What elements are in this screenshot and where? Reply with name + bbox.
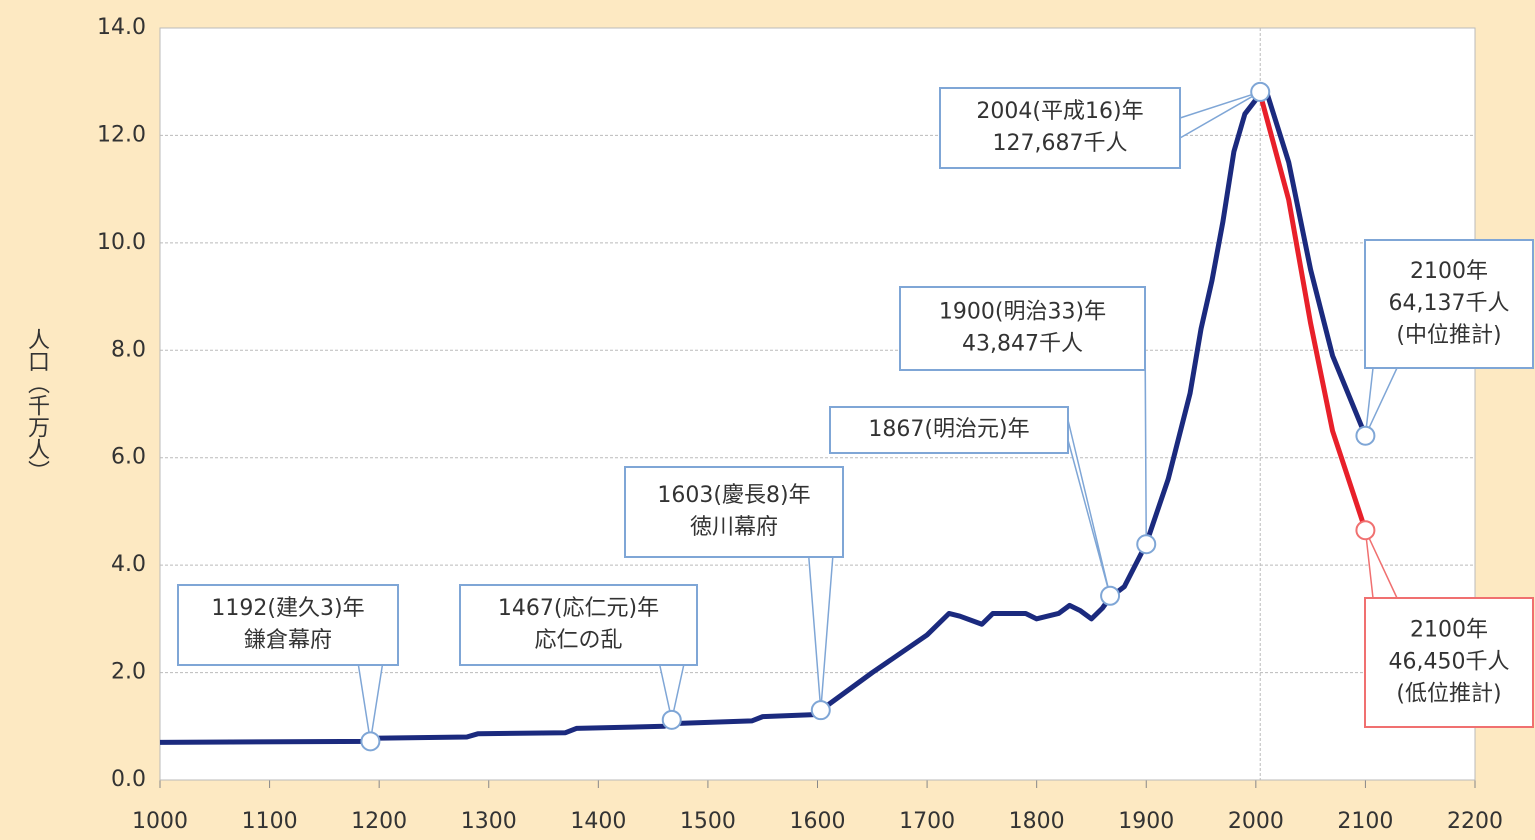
annotation-box <box>1364 597 1534 728</box>
annotation-text: 1900(明治33)年 <box>939 300 1106 325</box>
annotation-text: 2004(平成16)年 <box>976 99 1143 124</box>
annotation-marker <box>661 709 682 730</box>
annotation-marker <box>1355 425 1376 446</box>
annotation-marker <box>360 731 381 752</box>
annotation-text: 46,450千人 <box>1389 650 1510 675</box>
annotation-text: 1867(明治元)年 <box>868 417 1029 442</box>
annotation-text: 2100年 <box>1410 259 1488 284</box>
annotation-text: 127,687千人 <box>993 131 1128 156</box>
annotation-text: 43,847千人 <box>962 332 1083 357</box>
annotation-box <box>939 87 1181 169</box>
y-tick-label: 4.0 <box>111 552 146 577</box>
annotation-box <box>459 584 698 666</box>
plot-border <box>159 27 1476 781</box>
annotation-text: 徳川幕府 <box>690 515 778 540</box>
x-tick-label: 1500 <box>680 809 736 834</box>
y-tick-label: 2.0 <box>111 660 146 685</box>
x-tick-label: 2200 <box>1447 809 1503 834</box>
annotation-marker <box>1355 520 1376 541</box>
x-tick-label: 2000 <box>1228 809 1284 834</box>
annotation-box <box>624 466 844 558</box>
annotation-text: 1467(応仁元)年 <box>498 596 659 621</box>
y-tick-label: 8.0 <box>111 337 146 362</box>
series-line <box>159 89 1368 745</box>
y-axis-label: 人口（千万人） <box>24 328 50 482</box>
annotation-box <box>899 286 1146 371</box>
annotation-box <box>829 406 1069 454</box>
x-tick-label: 1000 <box>132 809 188 834</box>
annotation-marker <box>1100 585 1121 606</box>
y-tick-label: 12.0 <box>97 122 146 147</box>
annotation-box <box>1364 239 1534 369</box>
annotation-marker <box>1136 534 1157 555</box>
x-tick-label: 1200 <box>351 809 407 834</box>
y-tick-label: 14.0 <box>97 15 146 40</box>
y-tick-label: 10.0 <box>97 230 146 255</box>
x-tick-label: 1100 <box>242 809 298 834</box>
x-tick-label: 1400 <box>570 809 626 834</box>
x-tick-label: 1900 <box>1118 809 1174 834</box>
x-tick-label: 1800 <box>1009 809 1065 834</box>
annotation-box <box>177 584 399 666</box>
y-tick-label: 0.0 <box>111 767 146 792</box>
series-line <box>1257 93 1368 532</box>
x-tick-label: 1600 <box>790 809 846 834</box>
annotation-text: (中位推計) <box>1396 323 1501 348</box>
annotation-text: 2100年 <box>1410 618 1488 643</box>
x-tick-label: 2100 <box>1337 809 1393 834</box>
annotation-marker <box>810 700 831 721</box>
annotation-text: 1192(建久3)年 <box>211 596 364 621</box>
x-tick-label: 1700 <box>899 809 955 834</box>
annotation-text: 鎌倉幕府 <box>244 628 332 653</box>
annotation-marker <box>1250 81 1271 102</box>
annotation-text: 1603(慶長8)年 <box>657 483 810 508</box>
x-tick-label: 1300 <box>461 809 517 834</box>
annotation-text: 応仁の乱 <box>534 628 622 653</box>
annotation-text: 64,137千人 <box>1389 291 1510 316</box>
annotation-text: (低位推計) <box>1396 682 1501 707</box>
y-tick-label: 6.0 <box>111 445 146 470</box>
